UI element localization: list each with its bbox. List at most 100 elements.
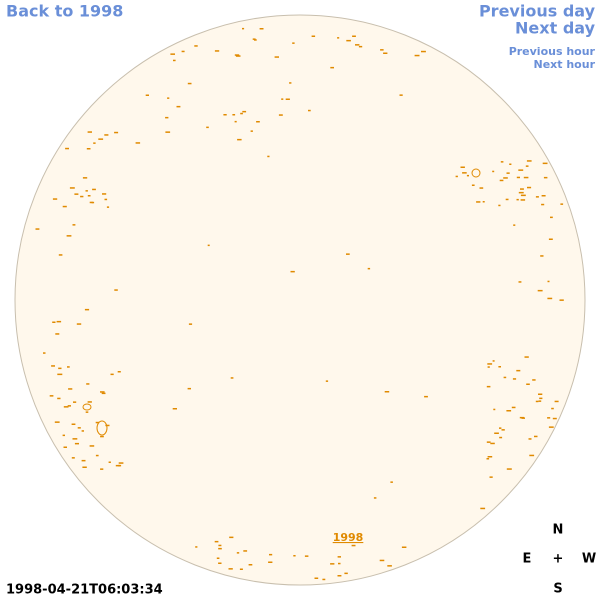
timestamp: 1998-04-21T06:03:34 xyxy=(6,583,163,598)
contour xyxy=(506,410,512,412)
compass-south: S xyxy=(553,582,562,597)
contour xyxy=(518,169,524,171)
contour xyxy=(373,497,377,499)
contours xyxy=(35,27,564,581)
contour xyxy=(322,578,326,581)
contour xyxy=(93,142,96,144)
contour xyxy=(499,179,504,182)
contour xyxy=(471,184,475,186)
contour xyxy=(524,356,529,358)
contour xyxy=(314,577,319,579)
contour xyxy=(269,553,273,556)
contour xyxy=(292,42,295,44)
contour xyxy=(206,126,209,129)
contour xyxy=(63,406,69,408)
contour xyxy=(56,320,62,323)
contour xyxy=(547,280,550,283)
contour xyxy=(387,565,392,567)
previous-hour-link[interactable]: Previous hour xyxy=(509,45,596,58)
contour xyxy=(538,400,542,402)
contour xyxy=(486,441,491,443)
contour xyxy=(195,546,198,548)
contour xyxy=(505,198,509,201)
contour xyxy=(77,427,81,429)
contour xyxy=(489,476,493,478)
contour xyxy=(493,408,496,411)
contour xyxy=(516,198,519,201)
contour xyxy=(352,35,356,37)
contour xyxy=(520,199,526,201)
contour xyxy=(487,456,493,458)
previous-day-link[interactable]: Previous day xyxy=(479,2,596,21)
contour xyxy=(499,427,502,429)
contour xyxy=(234,120,237,123)
contour xyxy=(513,224,516,226)
contour xyxy=(218,544,222,547)
contour xyxy=(471,168,481,178)
contour xyxy=(503,177,508,179)
contour xyxy=(330,563,335,565)
contour xyxy=(106,206,110,208)
contour xyxy=(52,198,58,200)
contour xyxy=(539,397,543,400)
contour xyxy=(229,536,234,539)
contour xyxy=(346,39,351,42)
contour xyxy=(86,148,91,150)
contour xyxy=(68,388,73,390)
contour xyxy=(85,411,89,413)
contour xyxy=(414,54,420,57)
contour xyxy=(401,546,407,548)
next-hour-link[interactable]: Next hour xyxy=(534,58,596,71)
contour xyxy=(479,187,484,189)
contour xyxy=(498,366,501,368)
contour xyxy=(267,155,270,158)
contour xyxy=(172,408,177,410)
contour xyxy=(165,116,169,119)
contour xyxy=(285,98,290,100)
contour xyxy=(480,507,486,510)
contour xyxy=(311,35,316,37)
contour xyxy=(188,323,193,325)
contour xyxy=(145,94,149,96)
contour xyxy=(118,462,124,464)
contour xyxy=(384,391,390,393)
contour xyxy=(117,371,121,373)
contour xyxy=(455,175,458,178)
contour xyxy=(58,367,62,370)
contour xyxy=(85,190,88,192)
contour xyxy=(104,198,108,201)
contour xyxy=(55,333,60,335)
contour xyxy=(421,50,426,53)
contour xyxy=(173,59,176,62)
contour xyxy=(541,195,546,197)
contour xyxy=(242,110,247,113)
contour xyxy=(87,131,92,133)
contour xyxy=(337,556,341,558)
contour xyxy=(57,373,63,376)
disk-label[interactable]: 1998 xyxy=(333,531,364,544)
contour xyxy=(346,253,350,255)
contour xyxy=(506,172,510,174)
contour xyxy=(214,50,220,52)
contour xyxy=(534,435,538,438)
contour xyxy=(548,238,553,240)
contour xyxy=(487,363,493,365)
back-link[interactable]: Back to 1998 xyxy=(6,2,123,21)
next-day-link[interactable]: Next day xyxy=(515,19,596,38)
contour xyxy=(500,161,504,163)
contour xyxy=(216,557,220,559)
contour xyxy=(115,464,121,467)
contour xyxy=(547,297,553,300)
contour xyxy=(290,270,295,273)
contour xyxy=(535,196,539,198)
contour xyxy=(96,420,108,436)
contour xyxy=(289,82,292,84)
contour xyxy=(62,434,65,437)
contour xyxy=(509,163,512,165)
contour xyxy=(518,281,522,283)
contour xyxy=(62,205,67,208)
contour xyxy=(490,442,495,445)
contour xyxy=(51,365,55,367)
contour xyxy=(487,366,490,368)
